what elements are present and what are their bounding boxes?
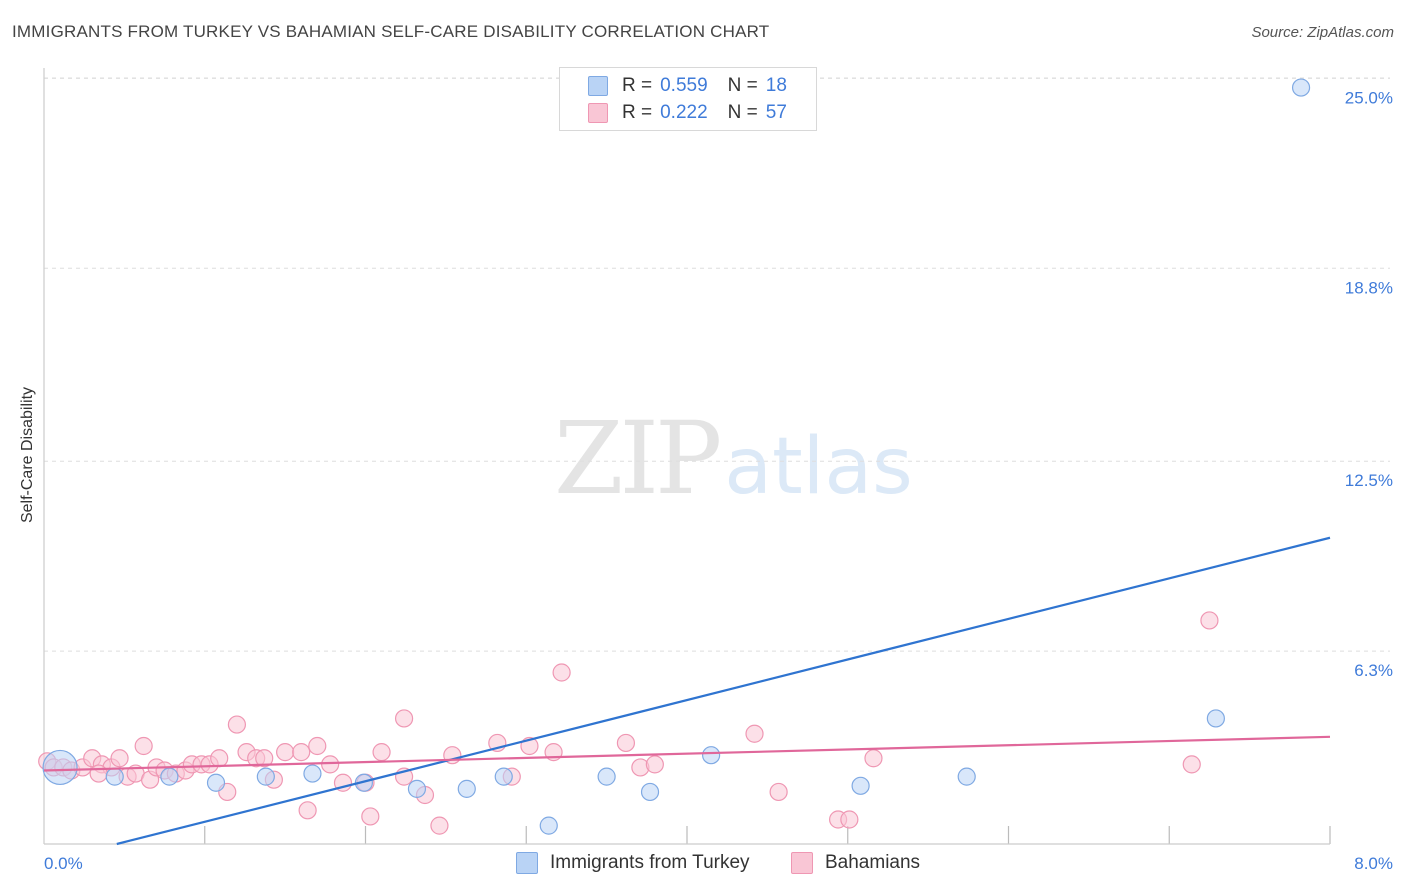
data-point-turkey (851, 776, 870, 795)
legend-r-label: R = (622, 75, 653, 96)
data-point-turkey (702, 746, 721, 765)
y-tick-label: 25.0% (1345, 88, 1393, 107)
data-point-bahamians (840, 810, 859, 829)
data-point-bahamians (430, 816, 449, 835)
watermark-zip: ZIP (554, 400, 722, 517)
data-point-bahamians (110, 749, 129, 768)
y-tick-label: 6.3% (1354, 661, 1393, 680)
data-point-turkey (1206, 709, 1225, 728)
legend-item-turkey: Immigrants from Turkey (516, 852, 750, 874)
data-point-bahamians (292, 743, 311, 762)
data-point-turkey (256, 767, 275, 786)
data-point-bahamians (255, 749, 274, 768)
legend-swatch-turkey (516, 852, 538, 874)
trend-line-turkey (116, 536, 1331, 846)
legend-swatch-turkey (588, 76, 608, 96)
data-point-bahamians (616, 733, 636, 753)
legend-row-turkey: R = 0.559 N = 18 (588, 74, 787, 98)
legend-swatch-bahamians (791, 852, 813, 874)
data-point-turkey (206, 773, 226, 792)
data-point-bahamians (645, 755, 664, 774)
data-point-turkey (957, 767, 976, 786)
data-point-turkey (105, 767, 124, 786)
data-point-bahamians (89, 764, 108, 783)
chart-title: IMMIGRANTS FROM TURKEY VS BAHAMIAN SELF-… (12, 22, 770, 41)
trend-line-bahamians (43, 735, 1331, 772)
legend-row-bahamians: R = 0.222 N = 57 (588, 101, 787, 125)
data-point-bahamians (745, 724, 764, 743)
data-point-turkey (494, 767, 513, 786)
data-point-turkey (303, 764, 322, 783)
legend-swatch-bahamians (588, 103, 608, 123)
correlation-legend: R = 0.559 N = 18 R = 0.222 N = 57 (559, 67, 817, 131)
data-point-bahamians (864, 749, 883, 768)
legend-r-value: 0.559 (660, 75, 708, 96)
data-point-turkey (597, 767, 616, 786)
legend-n-value: 18 (765, 75, 787, 96)
data-point-turkey (457, 779, 476, 798)
data-point-turkey (1291, 78, 1311, 97)
watermark-atlas: atlas (724, 422, 913, 512)
data-point-bahamians (227, 715, 246, 734)
data-point-bahamians (769, 782, 788, 802)
data-point-turkey (42, 749, 78, 786)
data-point-bahamians (1200, 611, 1219, 630)
source-label: Source: ZipAtlas.com (1251, 24, 1394, 41)
data-point-turkey (640, 782, 660, 802)
legend-label-turkey: Immigrants from Turkey (550, 852, 750, 873)
data-point-bahamians (372, 743, 391, 762)
data-point-bahamians (361, 807, 380, 826)
data-point-bahamians (298, 801, 317, 820)
y-tick-label: 12.5% (1345, 471, 1393, 490)
data-point-bahamians (308, 736, 327, 756)
y-tick-label: 18.8% (1345, 278, 1393, 297)
watermark: ZIPatlas (554, 400, 913, 517)
data-point-bahamians (134, 736, 153, 756)
legend-r-value: 0.222 (660, 102, 708, 123)
legend-n-label: N = (727, 75, 758, 96)
data-point-bahamians (552, 663, 571, 682)
legend-r-label: R = (622, 102, 653, 123)
data-point-bahamians (210, 749, 229, 768)
legend-label-bahamians: Bahamians (825, 852, 921, 873)
legend-item-bahamians: Bahamians (791, 852, 920, 874)
x-tick-label-max: 8.0% (1354, 854, 1393, 873)
legend-n-value: 57 (765, 102, 787, 123)
data-point-bahamians (276, 743, 295, 762)
data-point-turkey (160, 767, 179, 786)
legend-n-label: N = (727, 102, 758, 123)
data-point-turkey (407, 779, 427, 798)
data-point-bahamians (321, 755, 340, 774)
data-point-bahamians (1182, 755, 1201, 774)
data-point-bahamians (394, 709, 414, 728)
data-point-turkey (539, 816, 558, 835)
x-tick-label-min: 0.0% (44, 854, 83, 873)
